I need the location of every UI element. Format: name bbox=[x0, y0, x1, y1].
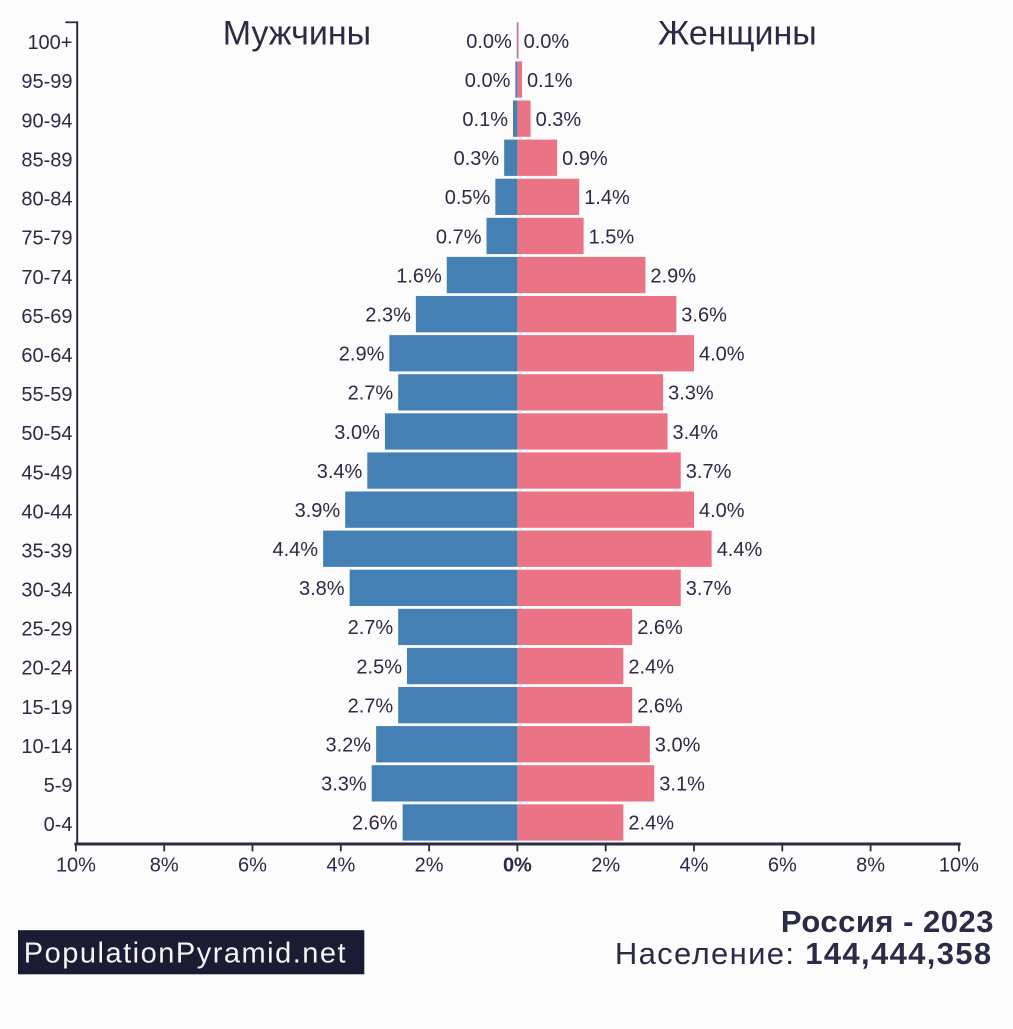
svg-text:0.0%: 0.0% bbox=[465, 70, 511, 92]
svg-text:2.3%: 2.3% bbox=[365, 304, 411, 326]
svg-text:0.3%: 0.3% bbox=[454, 148, 500, 170]
svg-text:2%: 2% bbox=[415, 854, 444, 876]
svg-text:3.4%: 3.4% bbox=[673, 422, 719, 444]
svg-text:40-44: 40-44 bbox=[21, 501, 72, 523]
svg-text:2.6%: 2.6% bbox=[352, 813, 398, 835]
svg-text:0-4: 0-4 bbox=[44, 814, 73, 836]
svg-text:0.3%: 0.3% bbox=[536, 109, 582, 131]
svg-text:2.5%: 2.5% bbox=[356, 656, 402, 678]
svg-text:3.4%: 3.4% bbox=[317, 461, 363, 483]
svg-text:2.7%: 2.7% bbox=[348, 617, 394, 639]
svg-text:4.4%: 4.4% bbox=[273, 539, 319, 561]
svg-text:20-24: 20-24 bbox=[21, 658, 72, 680]
svg-text:3.3%: 3.3% bbox=[668, 383, 714, 405]
svg-text:3.6%: 3.6% bbox=[681, 304, 727, 326]
svg-text:30-34: 30-34 bbox=[21, 580, 72, 602]
svg-text:15-19: 15-19 bbox=[21, 697, 72, 719]
svg-text:10%: 10% bbox=[56, 854, 96, 876]
svg-text:2.6%: 2.6% bbox=[637, 617, 683, 639]
svg-text:2%: 2% bbox=[591, 854, 620, 876]
svg-text:PopulationPyramid.net: PopulationPyramid.net bbox=[24, 938, 347, 970]
svg-text:4%: 4% bbox=[680, 854, 709, 876]
svg-text:Мужчины: Мужчины bbox=[223, 15, 371, 53]
svg-text:55-59: 55-59 bbox=[21, 384, 72, 406]
svg-text:60-64: 60-64 bbox=[21, 345, 72, 367]
svg-text:50-54: 50-54 bbox=[21, 423, 72, 445]
svg-text:3.8%: 3.8% bbox=[299, 578, 345, 600]
svg-text:25-29: 25-29 bbox=[21, 619, 72, 641]
svg-text:8%: 8% bbox=[150, 854, 179, 876]
svg-text:2.9%: 2.9% bbox=[339, 344, 385, 366]
svg-text:75-79: 75-79 bbox=[21, 228, 72, 250]
svg-text:80-84: 80-84 bbox=[21, 189, 72, 211]
svg-text:3.0%: 3.0% bbox=[334, 422, 380, 444]
svg-text:10-14: 10-14 bbox=[21, 736, 72, 758]
svg-text:6%: 6% bbox=[238, 854, 267, 876]
svg-text:3.7%: 3.7% bbox=[686, 461, 732, 483]
svg-text:65-69: 65-69 bbox=[21, 306, 72, 328]
svg-text:4.0%: 4.0% bbox=[699, 500, 745, 522]
svg-text:3.3%: 3.3% bbox=[321, 774, 367, 796]
svg-text:0.1%: 0.1% bbox=[527, 70, 573, 92]
svg-text:2.9%: 2.9% bbox=[650, 265, 696, 287]
svg-text:Россия - 2023: Россия - 2023 bbox=[781, 904, 994, 939]
svg-text:4.4%: 4.4% bbox=[717, 539, 763, 561]
svg-text:70-74: 70-74 bbox=[21, 267, 72, 289]
svg-text:2.4%: 2.4% bbox=[628, 813, 674, 835]
svg-text:3.0%: 3.0% bbox=[655, 735, 701, 757]
svg-text:6%: 6% bbox=[768, 854, 797, 876]
svg-text:5-9: 5-9 bbox=[44, 775, 73, 797]
svg-text:85-89: 85-89 bbox=[21, 150, 72, 172]
svg-text:3.7%: 3.7% bbox=[686, 578, 732, 600]
svg-text:10%: 10% bbox=[939, 854, 979, 876]
svg-text:0.0%: 0.0% bbox=[524, 31, 570, 53]
svg-text:35-39: 35-39 bbox=[21, 540, 72, 562]
svg-text:90-94: 90-94 bbox=[21, 110, 72, 132]
svg-text:3.9%: 3.9% bbox=[295, 500, 341, 522]
svg-text:3.2%: 3.2% bbox=[326, 735, 372, 757]
svg-text:1.4%: 1.4% bbox=[584, 187, 630, 209]
svg-text:4.0%: 4.0% bbox=[699, 344, 745, 366]
svg-text:0.9%: 0.9% bbox=[562, 148, 608, 170]
svg-text:0.0%: 0.0% bbox=[466, 31, 512, 53]
svg-text:0%: 0% bbox=[503, 854, 532, 876]
svg-text:8%: 8% bbox=[856, 854, 885, 876]
svg-text:3.1%: 3.1% bbox=[659, 774, 705, 796]
svg-text:95-99: 95-99 bbox=[21, 71, 72, 93]
svg-text:2.7%: 2.7% bbox=[348, 383, 394, 405]
svg-text:2.4%: 2.4% bbox=[628, 656, 674, 678]
svg-text:0.5%: 0.5% bbox=[445, 187, 491, 209]
svg-text:45-49: 45-49 bbox=[21, 462, 72, 484]
svg-text:0.1%: 0.1% bbox=[462, 109, 508, 131]
svg-text:4%: 4% bbox=[326, 854, 355, 876]
svg-text:1.5%: 1.5% bbox=[589, 226, 635, 248]
svg-text:2.6%: 2.6% bbox=[637, 695, 683, 717]
svg-text:0.7%: 0.7% bbox=[436, 226, 482, 248]
svg-text:2.7%: 2.7% bbox=[348, 695, 394, 717]
svg-text:100+: 100+ bbox=[27, 32, 72, 54]
svg-text:1.6%: 1.6% bbox=[396, 265, 442, 287]
svg-text:Женщины: Женщины bbox=[658, 15, 817, 53]
svg-text:Население: 144,444,358: Население: 144,444,358 bbox=[615, 936, 993, 971]
